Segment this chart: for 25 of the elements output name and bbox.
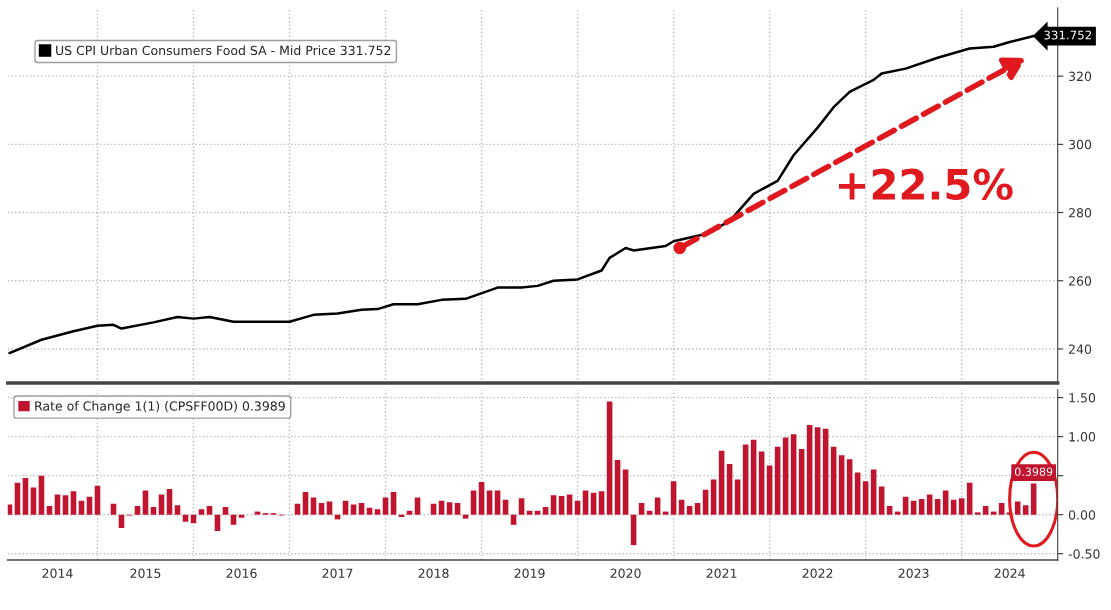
x-tick-label: 2016 — [226, 568, 257, 578]
x-tick-label: 2022 — [802, 568, 833, 578]
y-tick-label: 300 — [1069, 139, 1092, 150]
y-tick-label: 280 — [1069, 208, 1092, 218]
y-tick-label: 320 — [1069, 71, 1092, 82]
y-tick-label: 1.00 — [1069, 432, 1096, 442]
x-tick-label: 2015 — [130, 568, 161, 578]
legend-label: Rate of Change 1(1) (CPSFF00D) 0.3989 — [35, 401, 285, 414]
y-tick-label: 240 — [1069, 344, 1092, 354]
y-tick-label: 260 — [1069, 276, 1092, 286]
data-label: 331.752 — [1044, 30, 1092, 40]
x-tick-label: 2017 — [322, 568, 353, 578]
data-label: 0.3989 — [1014, 467, 1053, 476]
x-tick-label: 2018 — [418, 568, 449, 578]
x-tick-label: 2019 — [514, 568, 545, 578]
y-tick-label: -0.50 — [1068, 549, 1100, 559]
legend-label: US CPI Urban Consumers Food SA - Mid Price 331.752 — [56, 45, 391, 56]
y-tick-label: 1.50 — [1069, 393, 1096, 403]
x-tick-label: 2020 — [610, 568, 641, 578]
annotation: +22.5% — [839, 168, 1013, 201]
x-tick-label: 2021 — [706, 568, 737, 578]
x-tick-label: 2024 — [994, 568, 1025, 578]
y-tick-label: 0.00 — [1068, 510, 1096, 520]
x-tick-label: 2023 — [898, 568, 929, 578]
x-tick-label: 2014 — [42, 568, 73, 578]
